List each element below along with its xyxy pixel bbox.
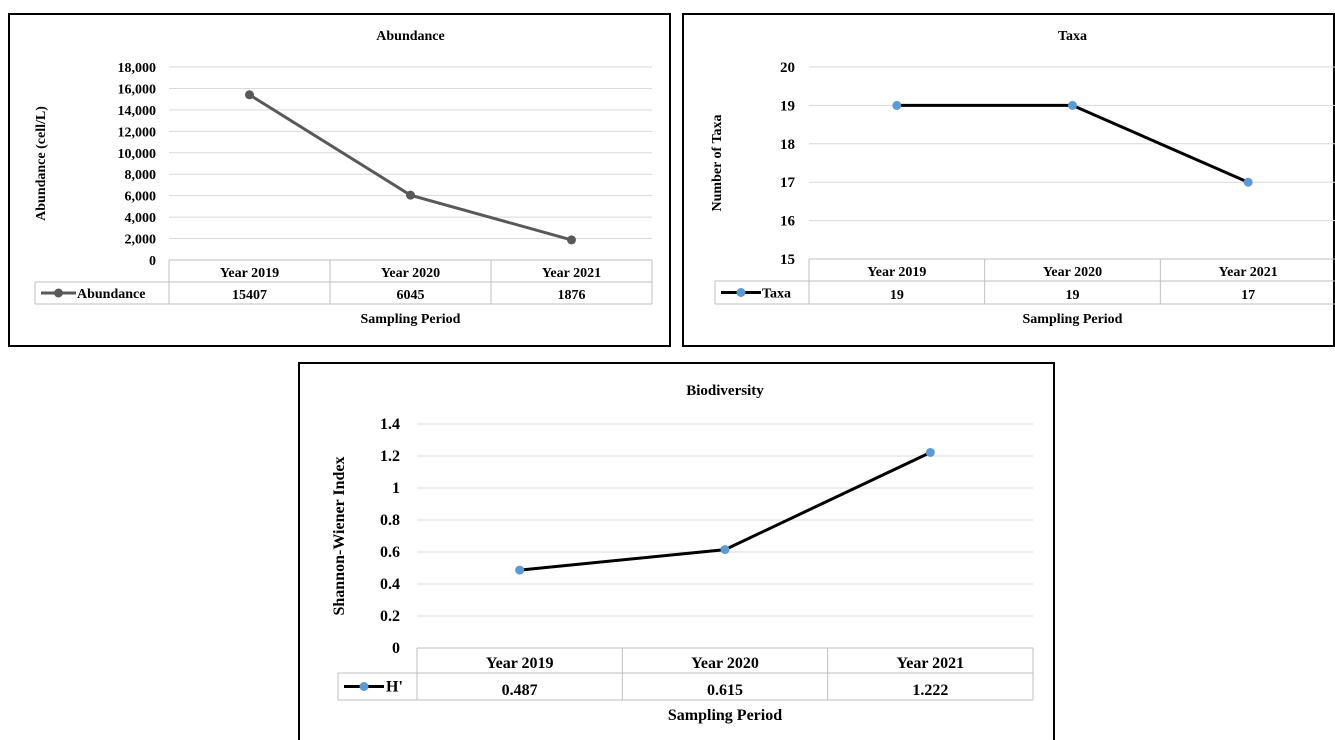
y-tick-label: 0 (392, 640, 400, 657)
data-table-value: 17 (1241, 288, 1255, 303)
x-axis-label: Sampling Period (668, 707, 782, 724)
data-table-value: 15407 (232, 288, 267, 303)
data-point (925, 447, 935, 457)
data-point (406, 190, 415, 200)
data-table-value: 0.615 (707, 682, 743, 699)
y-tick-label: 0.2 (380, 608, 400, 625)
x-category-label: Year 2019 (486, 655, 554, 672)
x-category-label: Year 2020 (381, 266, 440, 281)
data-point (245, 90, 254, 100)
biodiversity-chart: Biodiversity 0 0.2 0.4 0.6 0.8 1 1.2 1.4 Shannon-… (331, 383, 1034, 724)
x-axis-label: Sampling Period (361, 312, 461, 327)
y-tick-label: 18,000 (118, 61, 157, 76)
data-table-value: 1.222 (912, 682, 948, 699)
abundance-chart-panel: Abundance 0 2,000 4,000 6,000 8,000 10,000 12,0… (8, 13, 671, 347)
data-point (567, 235, 576, 245)
data-point (720, 545, 730, 555)
x-category-label: Year 2020 (691, 655, 759, 672)
y-tick-label: 1.4 (380, 416, 400, 433)
data-point (1068, 100, 1077, 110)
data-point (1243, 177, 1253, 187)
legend-label: Abundance (77, 287, 145, 302)
y-tick-label: 15 (780, 252, 795, 268)
legend-marker (54, 288, 63, 298)
y-tick-label: 12,000 (118, 125, 157, 140)
series-line (248, 93, 572, 242)
y-tick-label: 10,000 (118, 147, 157, 162)
y-tick-label: 1 (392, 480, 400, 497)
y-tick-label: 0.8 (380, 512, 400, 529)
y-tick-label: 4,000 (125, 211, 157, 226)
x-category-label: Year 2020 (1043, 265, 1102, 280)
y-tick-label: 1.2 (380, 448, 400, 465)
data-table-value: 19 (890, 288, 904, 303)
y-tick-label: 16,000 (118, 82, 157, 97)
taxa-chart: Taxa 15 16 17 18 19 20 Number of Taxa Year 2019 Y… (710, 29, 1335, 327)
legend-marker (736, 288, 746, 297)
data-table-value: 0.487 (502, 682, 538, 699)
y-tick-label: 20 (780, 60, 795, 76)
x-category-label: Year 2021 (1219, 265, 1278, 280)
data-point (892, 100, 902, 110)
y-axis-label: Number of Taxa (710, 115, 725, 212)
x-category-label: Year 2019 (220, 266, 279, 281)
y-tick-label: 16 (780, 214, 796, 230)
x-category-label: Year 2021 (542, 266, 601, 281)
data-table-value: 1876 (558, 288, 586, 303)
data-table-value: 6045 (397, 288, 425, 303)
y-tick-label: 17 (780, 175, 796, 191)
y-tick-label: 0.4 (380, 576, 400, 593)
y-axis-label: Shannon-Wiener Index (331, 456, 348, 615)
y-tick-label: 14,000 (118, 104, 157, 119)
x-axis-label: Sampling Period (1023, 312, 1123, 327)
legend-label: Taxa (762, 287, 791, 302)
y-tick-label: 0.6 (380, 544, 400, 561)
abundance-chart: Abundance 0 2,000 4,000 6,000 8,000 10,000 12,0… (34, 29, 653, 327)
y-tick-label: 0 (149, 254, 156, 269)
y-tick-label: 8,000 (125, 168, 157, 183)
taxa-chart-panel: Taxa 15 16 17 18 19 20 Number of Taxa Year 2019 Y… (682, 13, 1335, 347)
legend-label: H' (386, 679, 403, 696)
chart-title: Abundance (376, 29, 444, 44)
y-tick-label: 6,000 (125, 190, 157, 205)
chart-title: Taxa (1058, 29, 1087, 44)
y-tick-label: 18 (780, 137, 795, 153)
data-table-value: 19 (1066, 288, 1080, 303)
biodiversity-chart-panel: Biodiversity 0 0.2 0.4 0.6 0.8 1 1.2 1.4 Shannon-… (298, 362, 1055, 740)
y-tick-label: 2,000 (125, 233, 157, 248)
legend-marker (359, 682, 369, 691)
y-tick-label: 19 (780, 98, 795, 114)
data-point (515, 565, 525, 575)
x-category-label: Year 2019 (867, 265, 926, 280)
x-category-label: Year 2021 (896, 655, 964, 672)
y-axis-label: Abundance (cell/L) (34, 106, 49, 221)
chart-title: Biodiversity (686, 383, 764, 399)
